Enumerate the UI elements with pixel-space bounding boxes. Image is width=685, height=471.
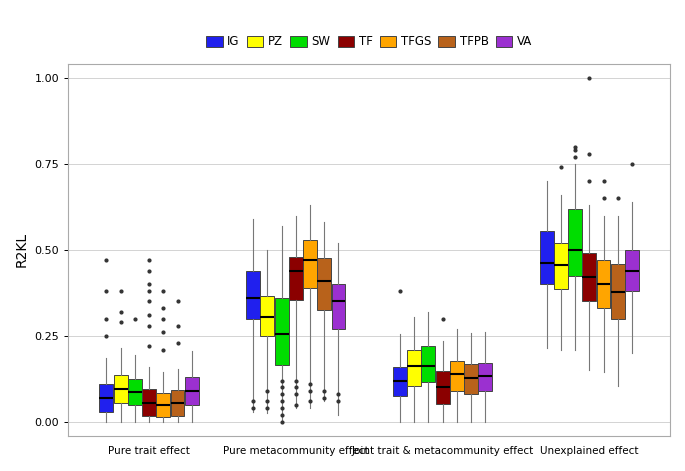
PathPatch shape — [436, 371, 449, 404]
PathPatch shape — [128, 379, 142, 405]
PathPatch shape — [317, 259, 332, 310]
PathPatch shape — [568, 209, 582, 276]
PathPatch shape — [99, 384, 113, 412]
Y-axis label: R2KL: R2KL — [15, 232, 29, 268]
PathPatch shape — [303, 240, 317, 288]
PathPatch shape — [171, 390, 184, 415]
PathPatch shape — [142, 389, 156, 415]
PathPatch shape — [393, 367, 407, 396]
PathPatch shape — [464, 364, 478, 394]
Legend: IG, PZ, SW, TF, TFGS, TFPB, VA: IG, PZ, SW, TF, TFGS, TFPB, VA — [203, 33, 535, 51]
PathPatch shape — [597, 260, 610, 309]
PathPatch shape — [478, 363, 493, 391]
PathPatch shape — [582, 253, 596, 301]
PathPatch shape — [540, 231, 553, 284]
PathPatch shape — [407, 349, 421, 386]
PathPatch shape — [260, 296, 274, 336]
PathPatch shape — [275, 298, 288, 365]
PathPatch shape — [421, 346, 435, 382]
PathPatch shape — [450, 361, 464, 391]
PathPatch shape — [332, 284, 345, 329]
PathPatch shape — [289, 257, 303, 300]
PathPatch shape — [246, 270, 260, 319]
PathPatch shape — [625, 250, 639, 291]
PathPatch shape — [156, 393, 171, 417]
PathPatch shape — [611, 264, 625, 319]
PathPatch shape — [554, 243, 568, 290]
PathPatch shape — [185, 377, 199, 405]
PathPatch shape — [114, 375, 127, 403]
